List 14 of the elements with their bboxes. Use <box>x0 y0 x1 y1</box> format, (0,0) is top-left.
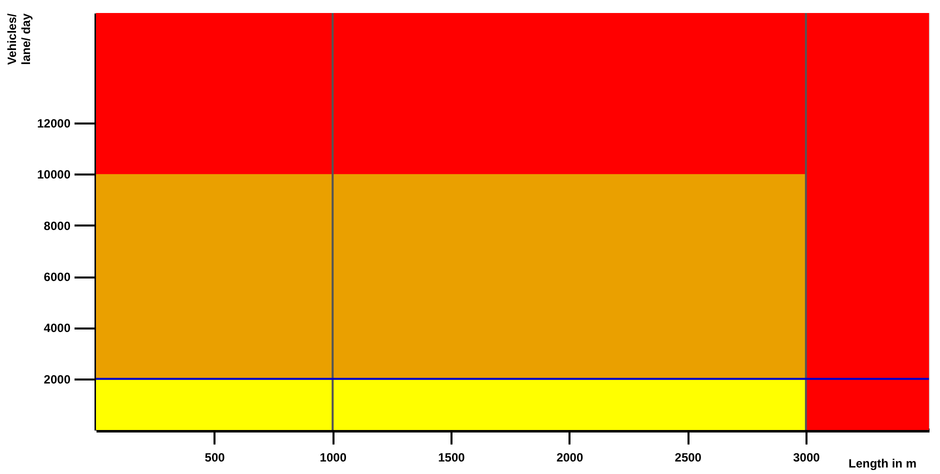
x-tick-label: 3000 <box>793 450 820 464</box>
x-tick-label: 500 <box>204 450 226 464</box>
x-axis-title: Length in m <box>848 456 916 470</box>
y-tick-label: 8000 <box>44 218 71 233</box>
y-axis-title: Vehicles/ lane/ day <box>5 12 34 65</box>
y-tick-label: 6000 <box>44 270 71 284</box>
y-tick-label: 4000 <box>44 321 71 336</box>
x-tick-label: 1000 <box>320 450 347 464</box>
x-tick-label: 2500 <box>674 450 702 464</box>
x-tick-label: 2000 <box>556 450 584 464</box>
y-tick-label: 10000 <box>37 168 71 182</box>
y-tick-label: 2000 <box>44 372 71 386</box>
x-tick-label: 1500 <box>438 450 466 464</box>
y-tick-label: 12000 <box>37 116 71 131</box>
